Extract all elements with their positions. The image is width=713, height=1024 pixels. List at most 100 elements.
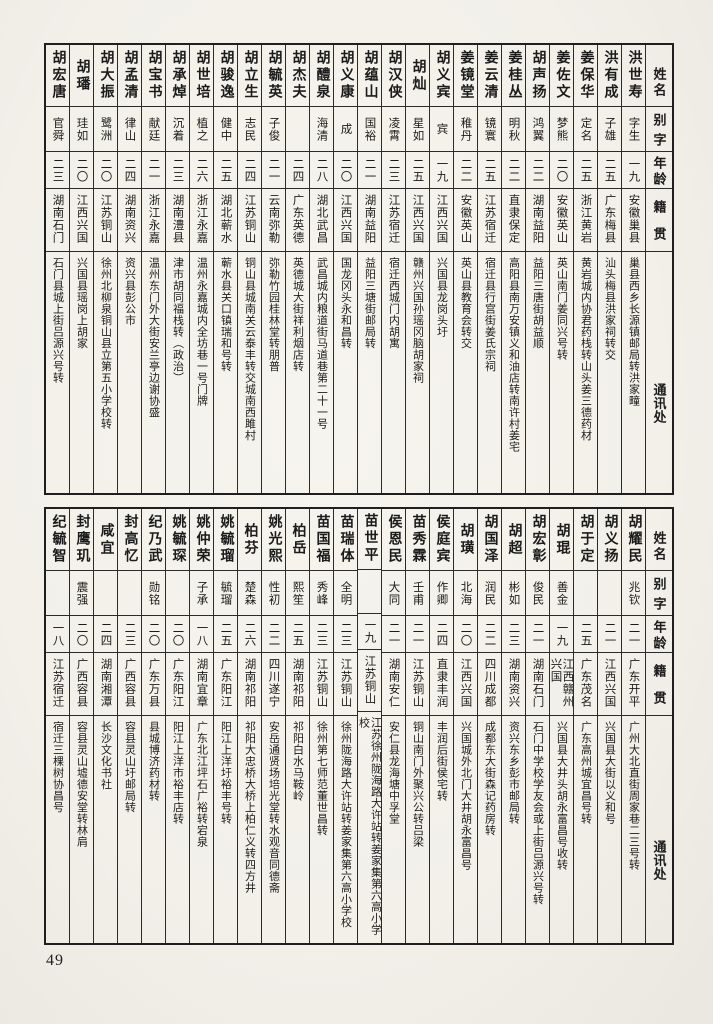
courtesy-name-cell: 鸿翼 (526, 107, 549, 152)
name-cell: 胡国泽 (478, 509, 501, 571)
age-text: 二六 (243, 621, 256, 647)
age-text: 二五 (219, 621, 232, 647)
courtesy-name-cell: 震强 (70, 571, 93, 616)
native-place-cell: 直隶丰润 (430, 653, 453, 716)
address-cell: 祁阳大忠桥大桥上柏仁义转四方井 (238, 716, 261, 943)
courtesy-name-cell: 北海 (454, 571, 477, 616)
age-cell: 二一 (598, 616, 621, 653)
age-text: 二三 (387, 157, 400, 183)
origin-text: 广东阳江 (171, 658, 184, 708)
address-cell: 汕头梅县洪家祠转交 (598, 252, 621, 493)
courtesy-text: 俊民 (531, 580, 544, 606)
address-cell: 黄岩城内协君药栈转山头姜三德药材 (574, 252, 597, 493)
age-cell: 二〇 (94, 152, 117, 189)
entry-column: 胡超 彬如 二三 湖南资兴 资兴东乡彭市邮局转 (501, 509, 525, 943)
courtesy-text: 鸿翼 (531, 116, 544, 142)
age-cell: 二三 (502, 616, 525, 653)
origin-text: 浙江永嘉 (147, 194, 160, 244)
courtesy-name-cell (358, 570, 381, 615)
native-place-cell: 广东英德 (286, 189, 309, 252)
name-cell: 姚毓琛 (166, 509, 189, 571)
address-cell: 英德城大街祥利烟店转 (286, 252, 309, 493)
age-text: 二〇 (75, 621, 88, 647)
age-text: 一九 (627, 157, 640, 183)
origin-text: 江苏宿迁 (51, 658, 64, 708)
native-place-cell: 江西兴国 (334, 189, 357, 252)
age-cell: 二二 (454, 152, 477, 189)
age-text: 二二 (483, 621, 496, 647)
name-text: 胡大振 (98, 50, 114, 101)
entry-column: 柏岳 熙笙 二五 湖南祁阳 祁阳白水马鞍岭 (285, 509, 309, 943)
entry-column: 胡承焯 沉着 二三 湖南澧县 津市胡同福栈转（政治） (165, 45, 189, 493)
courtesy-name-cell (118, 571, 141, 616)
age-text: 二五 (579, 621, 592, 647)
entry-column: 侯庭宾 作卿 二四 直隶丰润 丰润后街侯宅转 (429, 509, 453, 943)
courtesy-text: 作卿 (435, 580, 448, 606)
address-text: 益阳三唐街胡益顺 (531, 257, 544, 349)
address-text: 益阳三塘街邮局转 (363, 257, 376, 349)
courtesy-text: 善金 (555, 580, 568, 606)
name-cell: 胡立生 (238, 45, 261, 107)
age-text: 二〇 (459, 621, 472, 647)
native-place-cell: 广东阳江 (214, 653, 237, 716)
address-text: 容县灵山圩邮局转 (123, 721, 136, 813)
address-text: 温州东门外大街安兰亭边谢协盛 (147, 257, 160, 418)
address-cell: 弥勒竹园桂林堂转朋普 (262, 252, 285, 493)
origin-text: 江西兴国 (435, 194, 448, 244)
address-cell: 广东北江坪石广裕转宕泉 (190, 716, 213, 943)
native-place-cell: 广东万县 (142, 653, 165, 716)
native-place-cell: 江苏宿迁 (382, 189, 405, 252)
origin-text: 安徽巢县 (627, 194, 640, 244)
native-place-cell: 湖南石门 (46, 189, 69, 252)
name-text: 胡孟清 (122, 50, 138, 101)
column-header-label: 别字 (651, 576, 667, 616)
address-cell: 安岳通贤场培光堂转水观音同德斋 (262, 716, 285, 943)
name-text: 胡世培 (194, 50, 210, 101)
origin-text: 直隶丰润 (435, 658, 448, 708)
age-text: 二五 (603, 157, 616, 183)
age-cell: 二一 (622, 616, 645, 653)
courtesy-name-cell (46, 571, 69, 616)
courtesy-text: 志民 (243, 116, 256, 142)
address-cell: 国龙冈头永和昌转 (334, 252, 357, 493)
origin-text: 广东梅县 (603, 194, 616, 244)
address-text: 英山县教育会转交 (459, 257, 472, 349)
entry-column: 胡宝书 献廷 二一 浙江永嘉 温州东门外大街安兰亭边谢协盛 (141, 45, 165, 493)
native-place-cell: 江西兴国 (430, 189, 453, 252)
courtesy-text: 明秋 (507, 116, 520, 142)
age-cell: 二一 (142, 152, 165, 189)
courtesy-name-cell: 彬如 (502, 571, 525, 616)
address-cell: 津市胡同福栈转（政治） (166, 252, 189, 493)
name-text: 苗世平 (362, 513, 378, 565)
age-cell: 二六 (190, 152, 213, 189)
address-text: 兴国县大街以义和号 (603, 721, 616, 825)
native-place-cell: 安徽英山 (454, 189, 477, 252)
native-place-cell: 广东开平 (622, 653, 645, 716)
address-cell: 资兴县彭公市 (118, 252, 141, 493)
origin-text: 四川遂宁 (267, 658, 280, 708)
native-place-cell: 广西容县 (70, 653, 93, 716)
courtesy-text: 凌霄 (387, 116, 400, 142)
name-cell: 姜云清 (478, 45, 501, 107)
entry-column: 胡琨 善金 一九 江西赣州兴国 兴国县大井头胡永富昌号收转 (549, 509, 573, 943)
origin-text: 广东茂名 (579, 658, 592, 708)
courtesy-text: 官舜 (51, 116, 64, 142)
entry-column: 姚毓琛 二〇 广东阳江 阳江上洋市裕丰店转 (165, 509, 189, 943)
name-text: 苗瑞体 (338, 514, 354, 565)
courtesy-name-cell: 字生 (622, 107, 645, 152)
age-text: 二三 (507, 621, 520, 647)
column-header-label: 籍贯 (651, 664, 667, 716)
origin-text: 湖南益阳 (531, 194, 544, 244)
column-header-courtesy: 别字 (646, 107, 672, 152)
entry-column: 纪乃武 勋铭 二〇 广东万县 县城博济药材转 (141, 509, 165, 943)
address-cell: 长沙文化书社 (94, 716, 117, 943)
courtesy-name-cell: 子雄 (598, 107, 621, 152)
entry-column: 胡义扬 二一 江西兴国 兴国县大街以义和号 (597, 509, 621, 943)
column-header-label: 通讯处 (651, 383, 667, 424)
name-text: 姚毓瑠 (218, 514, 234, 565)
name-text: 胡蕴山 (362, 50, 378, 101)
entry-column: 胡宏唐 官舜 二三 湖南石门 石门县城上街吕源兴号转 (46, 45, 69, 493)
age-cell: 二二 (526, 152, 549, 189)
address-text: 安仁县龙海塘中孚堂 (387, 721, 400, 825)
age-cell: 二〇 (334, 152, 357, 189)
